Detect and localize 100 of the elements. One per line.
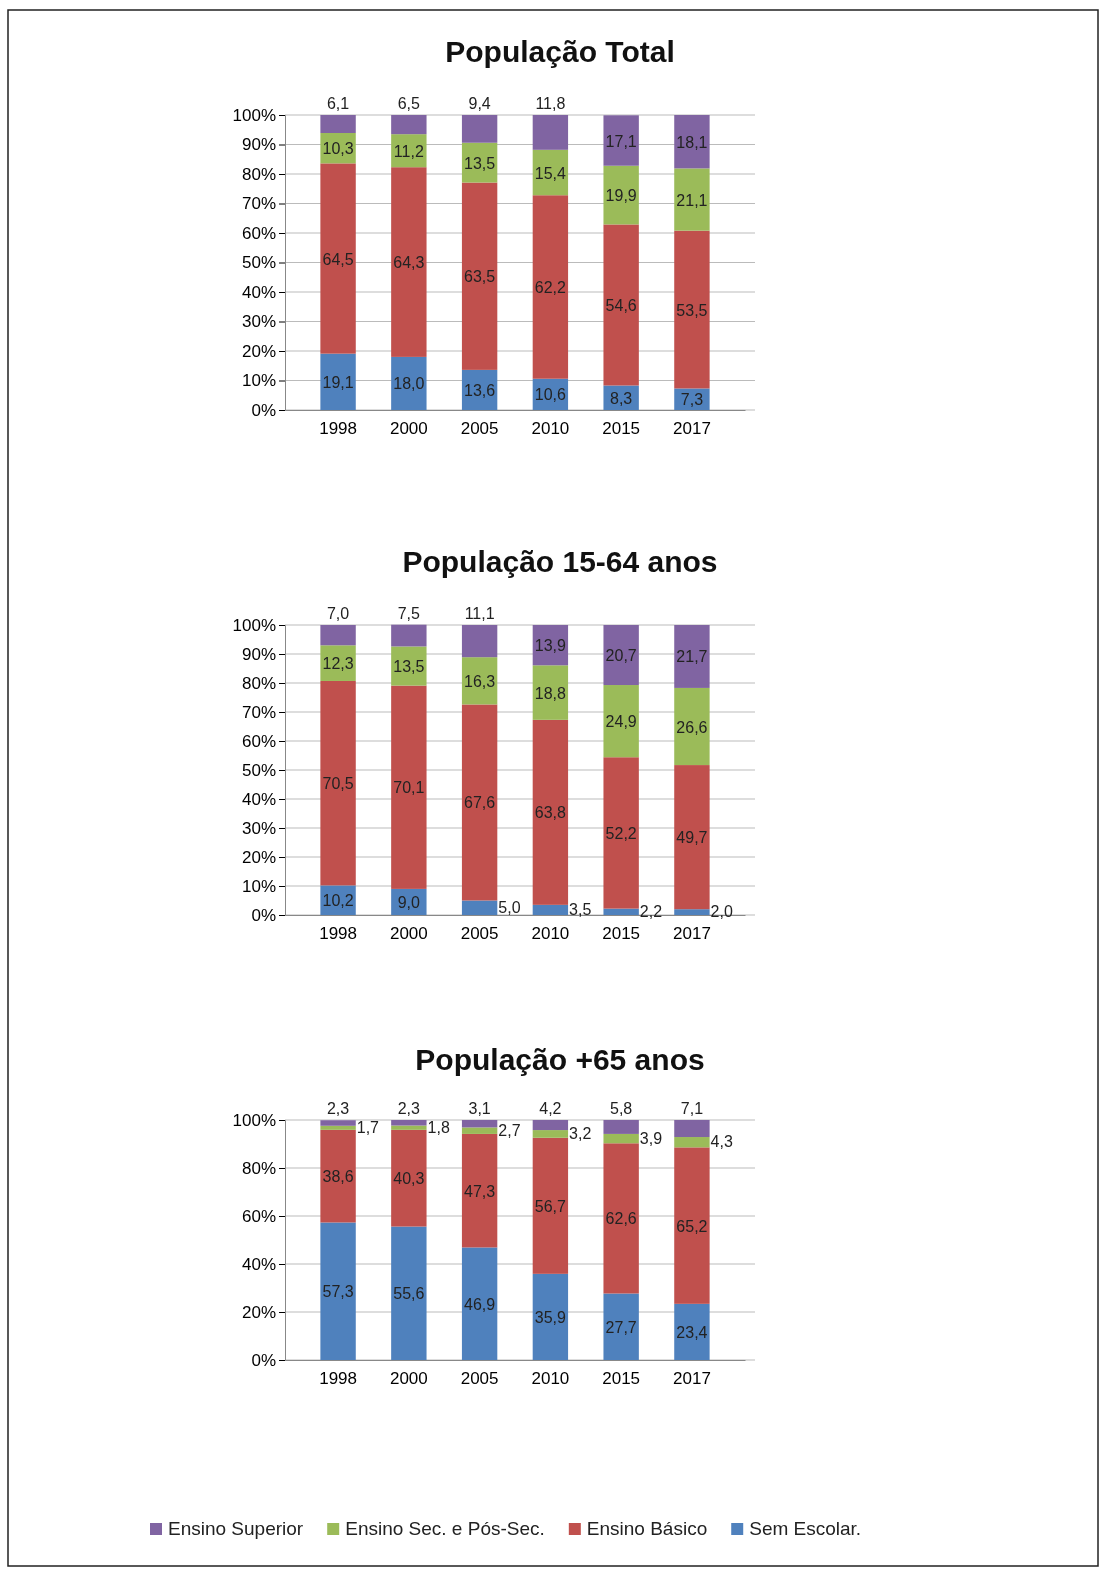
data-label: 23,4 <box>676 1323 708 1341</box>
data-label: 40,3 <box>393 1170 425 1188</box>
bar <box>391 1129 427 1227</box>
bar <box>461 1247 498 1360</box>
data-label: 7,5 <box>397 604 421 622</box>
data-label: 67,6 <box>464 794 496 812</box>
data-label: 6,5 <box>397 95 421 112</box>
chart-title: População 15-64 anos <box>402 545 718 578</box>
data-label: 21,7 <box>676 648 708 666</box>
bar <box>603 1120 639 1134</box>
data-label: 13,9 <box>534 637 567 655</box>
y-tick-label: 0% <box>251 1350 276 1370</box>
data-label: 55,6 <box>393 1285 425 1303</box>
bar <box>320 163 356 354</box>
x-tick-label: 2000 <box>389 419 428 439</box>
data-label: 21,1 <box>676 191 708 209</box>
data-label: 70,5 <box>322 775 354 793</box>
bar <box>461 1120 498 1128</box>
bar <box>461 704 498 901</box>
bar <box>674 1147 710 1304</box>
data-label: 52,2 <box>605 824 637 842</box>
data-label: 63,8 <box>534 804 567 822</box>
data-label: 3,5 <box>569 900 592 918</box>
bar <box>532 904 569 915</box>
x-tick-label: 2005 <box>460 1369 499 1389</box>
bar <box>603 165 639 225</box>
y-tick-label: 80% <box>241 1158 276 1178</box>
data-label: 5,8 <box>610 1100 633 1117</box>
bar <box>320 680 356 886</box>
x-tick-label: 1998 <box>319 924 357 944</box>
bar <box>391 1226 427 1360</box>
bar <box>532 115 569 150</box>
data-label: 11,8 <box>535 95 566 112</box>
bar <box>320 1120 356 1126</box>
x-tick-label: 2017 <box>673 419 711 439</box>
bar <box>674 1137 710 1148</box>
data-label: 10,2 <box>322 892 354 910</box>
y-tick-label: 70% <box>241 194 276 214</box>
y-tick-label: 40% <box>241 282 276 302</box>
y-tick-label: 20% <box>241 1302 276 1322</box>
y-tick-label: 20% <box>241 341 276 361</box>
y-tick-label: 10% <box>241 876 276 896</box>
bar <box>391 624 427 647</box>
legend-label: Sem Escolar. <box>749 1518 862 1539</box>
bar <box>461 625 498 658</box>
bar <box>532 195 569 379</box>
data-label: 7,0 <box>326 605 350 622</box>
data-label: 62,2 <box>534 278 567 296</box>
bar <box>320 1129 356 1223</box>
y-tick-label: 0% <box>251 905 276 925</box>
data-label: 1,7 <box>356 1118 380 1136</box>
x-tick-label: 2017 <box>673 1369 711 1389</box>
data-label: 53,5 <box>676 301 708 319</box>
data-label: 3,2 <box>569 1124 592 1142</box>
data-label: 70,1 <box>393 779 425 797</box>
x-tick-label: 2005 <box>460 924 499 944</box>
y-tick-label: 90% <box>241 135 276 155</box>
data-label: 19,1 <box>322 373 354 391</box>
chart-title: População +65 anos <box>415 1043 705 1076</box>
bar <box>674 909 710 915</box>
data-label: 38,6 <box>322 1168 354 1186</box>
legend-label: Ensino Superior <box>168 1518 304 1539</box>
data-label: 18,8 <box>534 684 567 702</box>
y-tick-label: 30% <box>241 312 276 332</box>
data-label: 9,4 <box>468 95 491 112</box>
data-label: 27,7 <box>605 1318 637 1336</box>
x-tick-label: 2010 <box>531 1369 570 1389</box>
data-label: 2,7 <box>498 1121 521 1139</box>
data-label: 15,4 <box>534 164 567 182</box>
y-tick-label: 60% <box>241 1206 276 1226</box>
bar <box>461 115 498 143</box>
x-tick-label: 2017 <box>673 924 711 944</box>
bar <box>532 1130 569 1138</box>
x-tick-label: 1998 <box>319 1369 357 1389</box>
bar <box>603 685 639 758</box>
bar <box>461 1133 498 1248</box>
data-label: 11,1 <box>464 605 495 622</box>
y-tick-label: 40% <box>241 1254 276 1274</box>
bar <box>603 224 639 386</box>
bar <box>674 625 710 688</box>
bar <box>320 353 356 410</box>
bar <box>603 1133 639 1144</box>
bar <box>674 1120 710 1138</box>
bar <box>391 167 427 357</box>
bar <box>603 1143 639 1294</box>
data-label: 7,1 <box>680 1100 704 1117</box>
data-label: 9,0 <box>397 893 421 911</box>
y-tick-label: 70% <box>241 702 276 722</box>
data-label: 11,2 <box>393 142 424 160</box>
data-label: 18,1 <box>676 133 708 151</box>
bar <box>461 900 498 915</box>
x-tick-label: 2010 <box>531 924 570 944</box>
data-label: 13,6 <box>464 381 496 399</box>
bar <box>391 356 427 410</box>
data-label: 46,9 <box>464 1295 496 1313</box>
bar <box>603 908 639 915</box>
y-tick-label: 50% <box>241 760 276 780</box>
data-label: 17,1 <box>605 132 637 150</box>
y-tick-label: 100% <box>232 615 276 635</box>
bar <box>391 115 427 135</box>
